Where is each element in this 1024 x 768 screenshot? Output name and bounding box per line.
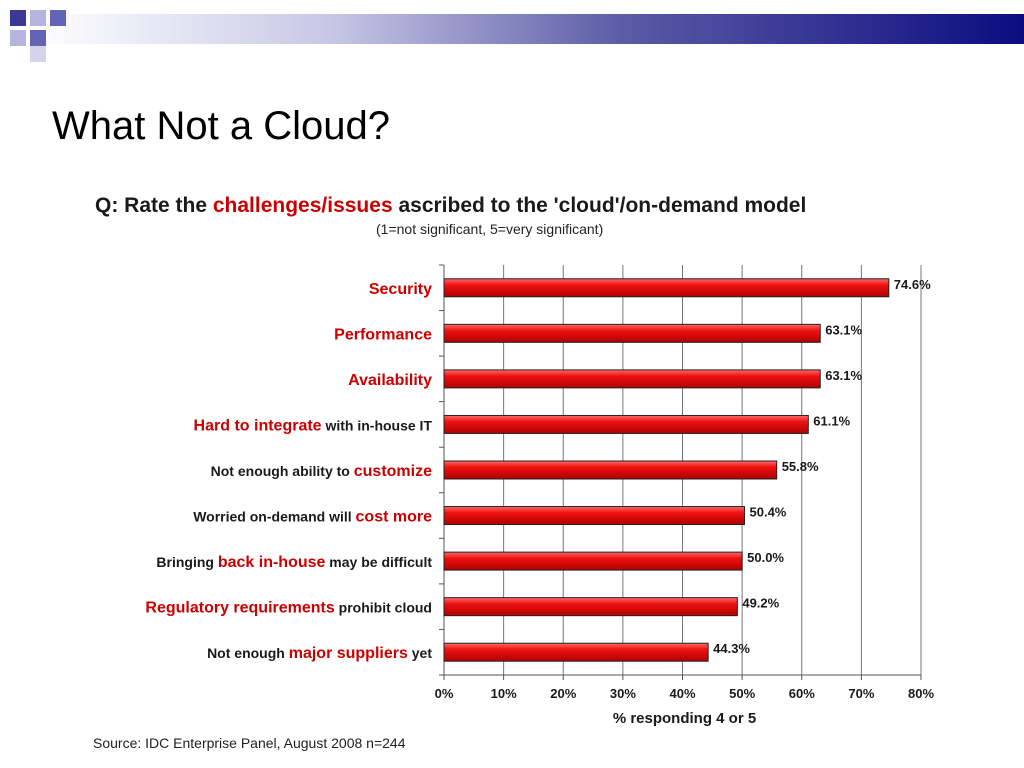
bar (443, 323, 821, 343)
chart-subtitle: (1=not significant, 5=very significant) (376, 221, 604, 237)
x-tick-label: 30% (610, 686, 636, 701)
bar (443, 278, 890, 298)
bar (443, 460, 778, 480)
category-label-part: may be difficult (325, 554, 432, 570)
data-label: 74.6% (894, 277, 931, 292)
bar (443, 597, 738, 617)
data-label: 49.2% (742, 596, 779, 611)
data-label: 63.1% (825, 368, 862, 383)
category-label-part: Not enough (207, 645, 289, 661)
x-tick-label: 80% (908, 686, 934, 701)
x-tick-label: 50% (729, 686, 755, 701)
category-label: Hard to integrate with in-house IT (194, 417, 433, 434)
category-label: Bringing back in-house may be difficult (156, 554, 432, 571)
header-gradient-bar (30, 14, 1024, 44)
x-axis-label: % responding 4 or 5 (613, 710, 756, 727)
bar (443, 551, 743, 571)
category-label-part: Security (369, 281, 432, 298)
logo-square-1 (10, 10, 26, 26)
logo-square-6 (30, 46, 46, 62)
category-label-part: major suppliers (289, 645, 408, 662)
category-label-part: Hard to integrate (194, 417, 322, 434)
bar (443, 414, 809, 434)
category-label-part: Not enough ability to (211, 463, 354, 479)
category-label-part: Performance (334, 326, 432, 343)
category-label: Security (369, 281, 432, 298)
category-label: Not enough major suppliers yet (207, 645, 432, 662)
chart-title-part-1: challenges/issues (212, 194, 393, 217)
category-label-part: cost more (356, 509, 433, 526)
data-label: 50.4% (750, 505, 787, 520)
x-tick-label: 0% (435, 686, 454, 701)
category-label-part: Availability (348, 372, 432, 389)
data-label: 61.1% (813, 413, 850, 428)
logo-square-2 (30, 10, 46, 26)
x-tick-label: 10% (491, 686, 517, 701)
category-label-part: yet (408, 645, 432, 661)
x-tick-label: 70% (848, 686, 874, 701)
x-tick-label: 20% (550, 686, 576, 701)
source-note: Source: IDC Enterprise Panel, August 200… (93, 735, 406, 751)
category-label: Availability (348, 372, 432, 389)
category-label: Worried on-demand will cost more (193, 509, 432, 526)
logo-square-4 (10, 30, 26, 46)
category-label: Performance (334, 326, 432, 343)
x-tick-label: 60% (789, 686, 815, 701)
data-label: 55.8% (782, 459, 819, 474)
category-label-part: prohibit cloud (335, 600, 432, 616)
category-label-part: Regulatory requirements (145, 600, 334, 617)
bar (443, 369, 821, 389)
bar (443, 506, 746, 526)
category-label-part: back in-house (218, 554, 326, 571)
category-label-part: Worried on-demand will (193, 509, 355, 525)
category-label: Not enough ability to customize (211, 463, 432, 480)
category-label-part: with in-house IT (322, 417, 433, 433)
category-label: Regulatory requirements prohibit cloud (145, 600, 432, 617)
bar (443, 642, 709, 662)
x-tick-label: 40% (669, 686, 695, 701)
chart-title-part-2: ascribed to the 'cloud'/on-demand model (392, 194, 807, 217)
category-label-part: customize (354, 463, 432, 480)
data-label: 50.0% (747, 550, 784, 565)
logo-square-3 (50, 10, 66, 26)
data-label: 63.1% (825, 322, 862, 337)
logo-square-5 (30, 30, 46, 46)
category-label-part: Bringing (156, 554, 217, 570)
data-label: 44.3% (713, 641, 750, 656)
chart-title-part-0: Q: Rate the (95, 194, 213, 217)
slide-title: What Not a Cloud? (52, 104, 390, 148)
